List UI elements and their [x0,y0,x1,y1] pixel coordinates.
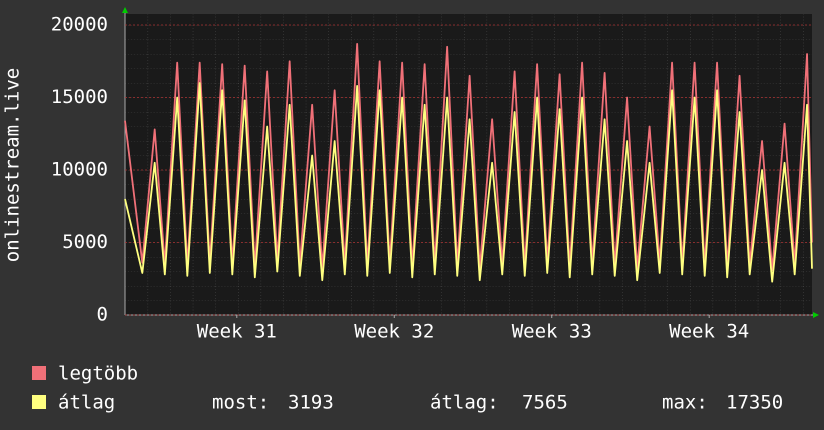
y-tick-label: 0 [97,304,108,326]
stat-label: most: [212,392,269,414]
y-tick-label: 20000 [51,14,108,36]
y-tick-label: 15000 [51,86,108,108]
stat-label: átlag: [430,392,499,414]
x-tick-label: Week 31 [197,321,277,343]
axis-arrow [122,7,128,13]
legend-swatch [32,395,46,409]
stat-value: 17350 [726,392,783,414]
x-tick-label: Week 34 [669,321,749,343]
y-tick-label: 10000 [51,159,108,181]
y-axis-label: onlinestream.live [2,68,24,262]
stat-value: 3193 [288,392,334,414]
series-line [124,82,813,283]
x-tick-label: Week 33 [512,321,592,343]
plot [124,24,813,316]
stat-label: max: [662,392,708,414]
axis-arrow [813,312,819,318]
legend-swatch [32,366,46,380]
stat-value: 7565 [522,392,568,414]
legend-label: legtöbb [58,363,138,385]
legend-label: átlag [58,392,115,414]
y-tick-label: 5000 [62,231,108,253]
x-tick-label: Week 32 [354,321,434,343]
